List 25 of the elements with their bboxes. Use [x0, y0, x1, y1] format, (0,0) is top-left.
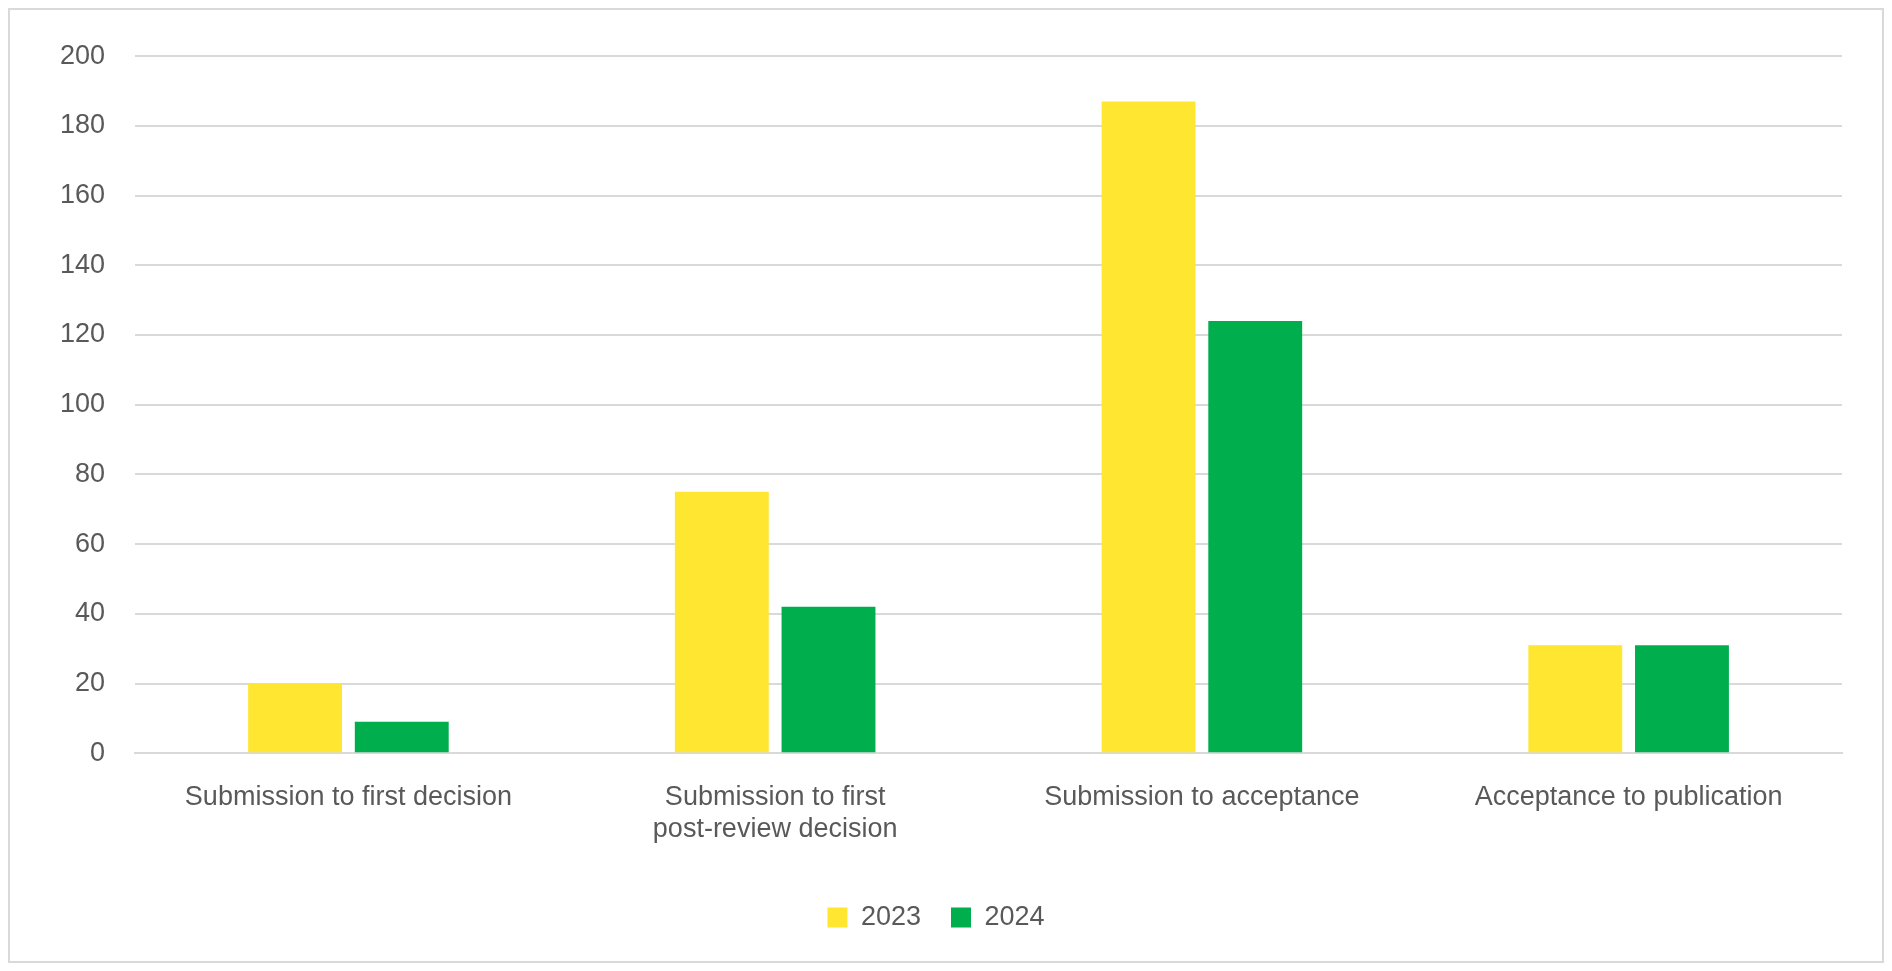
- y-tick-label: 200: [59, 39, 106, 70]
- legend-label: 2023: [860, 900, 922, 931]
- y-tick-label: 100: [59, 388, 106, 419]
- y-tick-label: 140: [59, 248, 106, 279]
- x-tick-label: Acceptance to publication: [1474, 780, 1783, 811]
- y-tick-label: 60: [75, 527, 106, 558]
- bar: [1528, 645, 1623, 753]
- y-tick-label: 40: [75, 597, 106, 628]
- x-tick-label: Submission to acceptance: [1044, 780, 1360, 811]
- bar: [674, 491, 769, 753]
- y-tick-label: 180: [59, 109, 106, 140]
- bar: [1635, 645, 1729, 753]
- y-tick-label: 80: [75, 457, 106, 488]
- bar: [1208, 321, 1303, 753]
- y-tick-label: 20: [75, 666, 106, 697]
- x-tick-label: Submission to first decision: [184, 780, 512, 811]
- y-tick-label: 0: [90, 736, 106, 767]
- bar: [781, 606, 876, 753]
- legend-label: 2024: [984, 900, 1045, 931]
- bar: [354, 721, 449, 753]
- bar: [1101, 101, 1196, 753]
- y-tick-label: 160: [59, 179, 106, 210]
- y-tick-label: 120: [59, 318, 106, 349]
- bar: [248, 683, 343, 753]
- x-tick-label: Submission to first post-review decision: [652, 780, 898, 844]
